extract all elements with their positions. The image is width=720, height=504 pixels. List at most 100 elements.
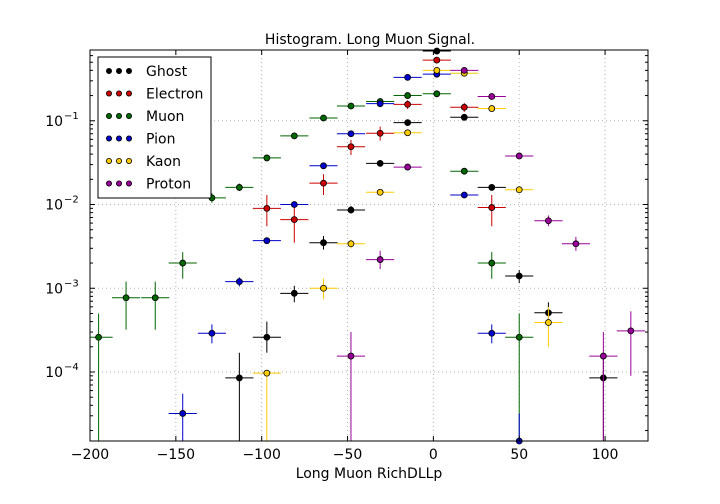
data-marker (376, 256, 384, 263)
data-marker (515, 333, 523, 341)
data-point (252, 321, 281, 353)
data-point (477, 184, 506, 191)
data-point (366, 126, 395, 141)
legend-marker (106, 90, 113, 97)
legend-marker (116, 113, 123, 120)
data-point (252, 154, 281, 162)
data-marker (376, 100, 384, 108)
data-marker (290, 289, 298, 297)
data-point (197, 324, 226, 344)
legend-marker (106, 135, 113, 142)
data-marker (488, 329, 496, 337)
x-tick-label: −50 (333, 447, 363, 463)
data-point (393, 100, 422, 110)
data-point (505, 152, 534, 160)
data-marker (263, 333, 271, 341)
legend-marker (106, 157, 113, 164)
legend-marker (126, 157, 133, 164)
data-point (450, 167, 479, 175)
data-point (477, 194, 506, 227)
data-point (422, 56, 451, 64)
data-point (366, 159, 395, 167)
data-marker (433, 66, 441, 74)
data-marker (433, 47, 441, 55)
data-marker (545, 217, 552, 225)
data-point (505, 186, 534, 194)
legend-item-electron: Electron (106, 87, 203, 103)
plot-frame (89, 49, 649, 442)
data-marker (515, 186, 523, 194)
data-marker (290, 132, 298, 140)
data-marker (290, 216, 298, 224)
data-marker (122, 294, 130, 302)
data-point (252, 237, 281, 245)
data-marker (433, 56, 441, 64)
data-marker (404, 119, 412, 127)
data-marker (235, 184, 243, 191)
data-point (450, 103, 479, 112)
data-point (280, 204, 309, 243)
data-marker (433, 90, 441, 98)
data-marker (320, 284, 327, 292)
data-point (366, 250, 395, 269)
data-point (336, 130, 366, 138)
data-point (450, 66, 479, 74)
x-tick-label: −100 (242, 447, 280, 463)
data-point (534, 215, 563, 227)
data-marker (347, 352, 355, 360)
data-point (336, 206, 366, 214)
legend-marker (126, 68, 133, 75)
data-marker (235, 374, 243, 382)
legend-marker (126, 90, 133, 97)
data-point (505, 270, 534, 284)
series-muon (90, 90, 534, 441)
data-marker (376, 129, 384, 137)
legend-marker (106, 113, 113, 120)
series-electron (252, 56, 506, 243)
data-marker (404, 163, 412, 171)
legend-item-proton: Proton (106, 177, 191, 193)
legend-marker (106, 180, 113, 187)
data-marker (347, 206, 355, 214)
data-point (252, 194, 281, 227)
data-marker (460, 103, 468, 111)
data-marker (404, 129, 412, 137)
data-point (336, 102, 366, 110)
data-point (168, 393, 197, 441)
data-point (309, 162, 338, 170)
data-point (393, 73, 422, 81)
data-point (366, 188, 395, 196)
data-marker (404, 100, 412, 108)
legend-marker (116, 135, 123, 142)
data-marker (347, 143, 355, 151)
data-marker (320, 239, 327, 247)
legend-item-kaon: Kaon (106, 154, 181, 170)
data-point (309, 174, 338, 195)
data-point (111, 281, 141, 330)
legend-label: Ghost (146, 64, 188, 80)
data-point (450, 113, 479, 121)
data-point (477, 105, 506, 112)
data-point (280, 132, 309, 140)
x-tick-label: 50 (510, 447, 528, 463)
data-marker (320, 162, 327, 170)
legend-marker (126, 135, 133, 142)
data-point (225, 352, 254, 441)
x-tick-label: −150 (157, 447, 195, 463)
x-tick-label: −200 (71, 447, 109, 463)
data-point (534, 306, 563, 347)
data-point (366, 100, 395, 108)
data-marker (488, 93, 496, 100)
data-marker (515, 152, 523, 160)
data-marker (460, 66, 468, 74)
data-point (616, 311, 645, 376)
data-point (309, 278, 338, 300)
data-marker (151, 294, 159, 302)
legend-frame (97, 56, 212, 199)
data-marker (347, 130, 355, 138)
data-marker (235, 278, 243, 286)
data-marker (263, 154, 271, 162)
data-marker (290, 201, 298, 208)
data-marker (460, 191, 468, 199)
data-point (336, 239, 366, 249)
